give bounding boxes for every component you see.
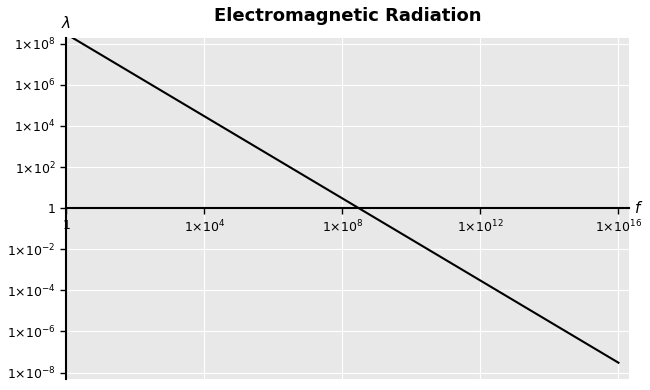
Title: Electromagnetic Radiation: Electromagnetic Radiation: [214, 7, 481, 25]
Text: $\lambda$: $\lambda$: [61, 16, 72, 32]
Text: $f$: $f$: [634, 200, 644, 216]
